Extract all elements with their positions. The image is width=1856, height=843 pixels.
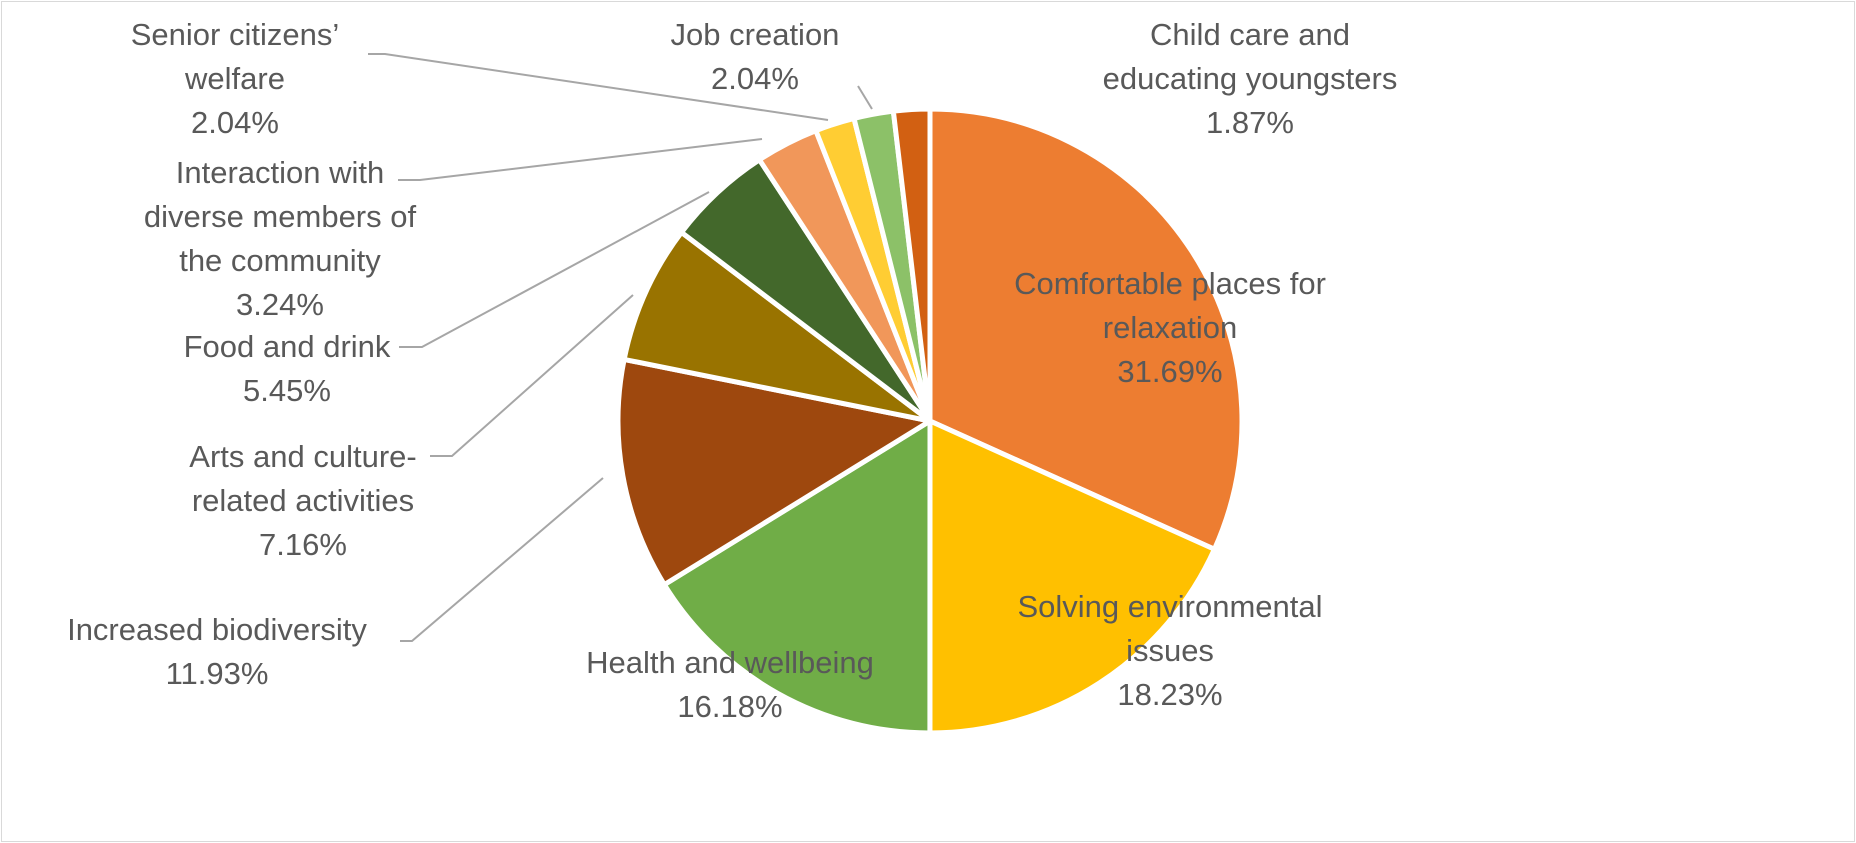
data-labels: Comfortable places for relaxation 31.69% So… <box>67 17 1397 724</box>
data-label-name-job-creation-0: Job creation <box>671 17 840 52</box>
data-label-name-senior-citizens-welfare-1: welfare <box>184 61 285 96</box>
pie-slice-solving-environmental-issues <box>927 418 1217 736</box>
data-label-name-increased-biodiversity-0: Increased biodiversity <box>67 612 367 647</box>
data-label-name-health-and-wellbeing-0: Health and wellbeing <box>586 645 874 680</box>
data-label-value-comfortable-places-for-relaxation: 31.69% <box>1117 354 1222 389</box>
pie-slice-comfortable-places-for-relaxation <box>927 106 1245 552</box>
leader-line-arts-and-culture-related-activities <box>430 294 634 457</box>
data-label-name-solving-environmental-issues-1: issues <box>1126 633 1214 668</box>
data-label-value-job-creation: 2.04% <box>711 61 799 96</box>
data-label-name-interaction-with-diverse-members-of-the-community-0: Interaction with <box>176 155 385 190</box>
data-label-value-interaction-with-diverse-members-of-the-community: 3.24% <box>236 287 324 322</box>
leader-line-senior-citizens-welfare <box>368 53 829 121</box>
data-label-name-arts-and-culture-related-activities-0: Arts and culture- <box>189 439 416 474</box>
pie-slice-arts-and-culture-related-activities <box>621 229 933 424</box>
data-label-name-child-care-and-educating-youngsters-0: Child care and <box>1150 17 1350 52</box>
pie-slice-health-and-wellbeing <box>661 418 933 736</box>
leader-line-job-creation <box>857 85 873 110</box>
data-label-name-arts-and-culture-related-activities-1: related activities <box>192 483 414 518</box>
pie-slice-increased-biodiversity <box>615 356 933 588</box>
data-label-value-increased-biodiversity: 11.93% <box>166 656 269 691</box>
data-label-name-interaction-with-diverse-members-of-the-community-1: diverse members of <box>144 199 417 234</box>
pie-slice-child-care-and-educating-youngsters <box>890 106 933 424</box>
data-label-name-comfortable-places-for-relaxation-0: Comfortable places for <box>1014 266 1326 301</box>
data-label-value-arts-and-culture-related-activities: 7.16% <box>259 527 347 562</box>
data-label-value-health-and-wellbeing: 16.18% <box>677 689 782 724</box>
leader-line-increased-biodiversity <box>400 477 604 642</box>
leader-line-interaction-with-diverse-members-of-the-community <box>398 138 763 181</box>
data-label-name-solving-environmental-issues-0: Solving environmental <box>1017 589 1322 624</box>
data-label-value-solving-environmental-issues: 18.23% <box>1117 677 1222 712</box>
data-label-name-food-and-drink-0: Food and drink <box>184 329 391 364</box>
data-label-value-child-care-and-educating-youngsters: 1.87% <box>1206 105 1294 140</box>
data-label-name-interaction-with-diverse-members-of-the-community-2: the community <box>179 243 381 278</box>
data-label-value-senior-citizens-welfare: 2.04% <box>191 105 279 140</box>
data-label-name-senior-citizens-welfare-0: Senior citizens’ <box>131 17 339 52</box>
data-label-name-child-care-and-educating-youngsters-1: educating youngsters <box>1103 61 1398 96</box>
data-label-name-comfortable-places-for-relaxation-1: relaxation <box>1103 310 1237 345</box>
leader-lines <box>368 53 873 642</box>
data-label-value-food-and-drink: 5.45% <box>243 373 331 408</box>
leader-line-food-and-drink <box>399 191 710 348</box>
pie-slices <box>615 106 1245 736</box>
